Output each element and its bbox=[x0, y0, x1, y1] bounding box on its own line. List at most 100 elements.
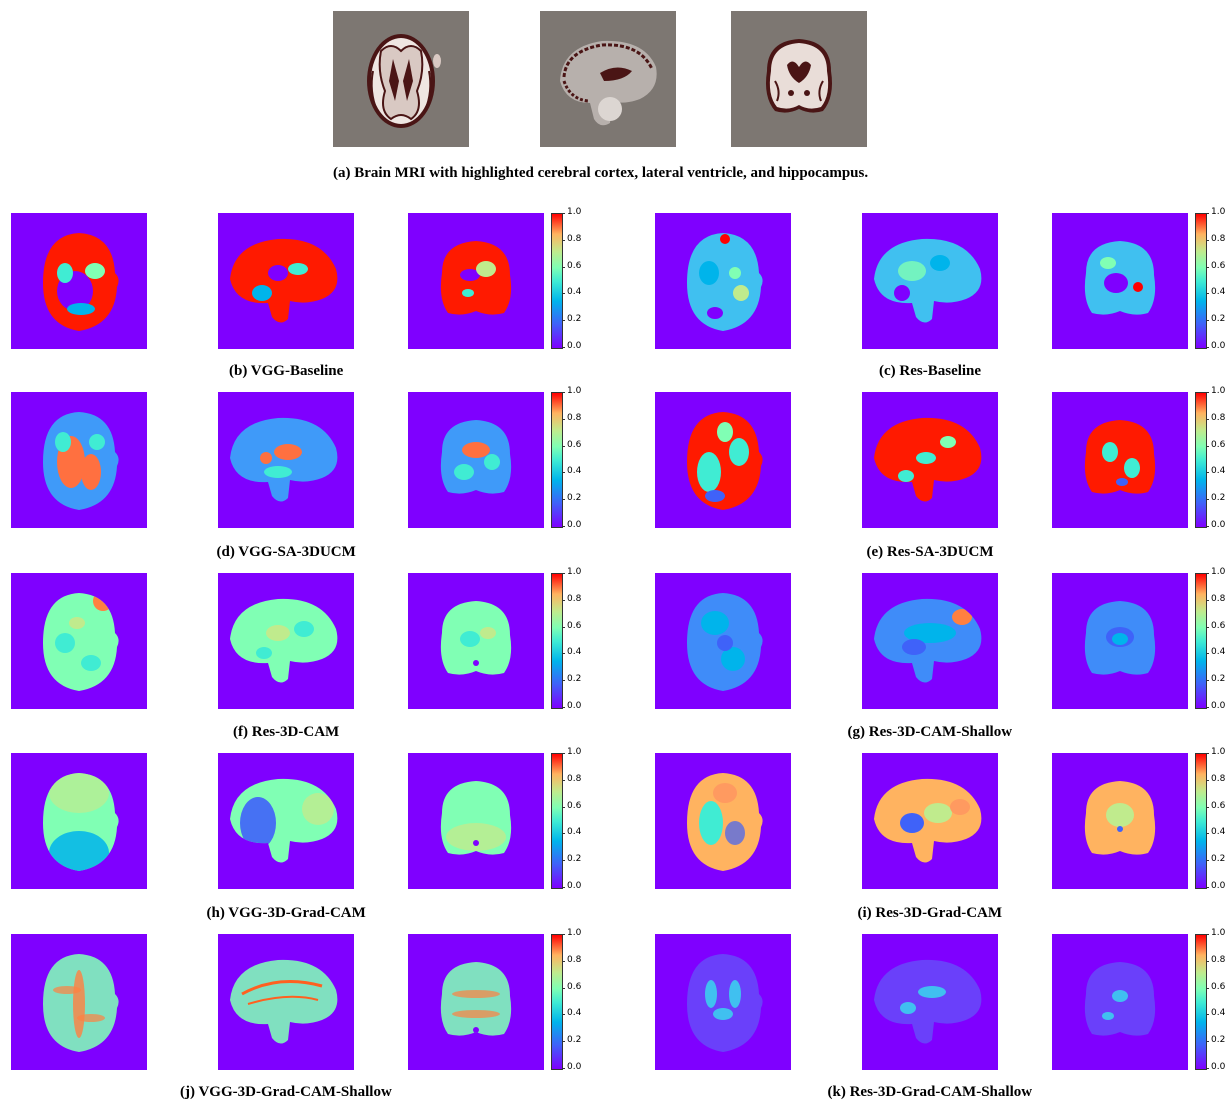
heatmap-d-view-2 bbox=[218, 392, 354, 528]
colorbar-h-tick: 0.2 bbox=[561, 854, 582, 865]
colorbar-c-tick: 0.0 bbox=[1205, 341, 1226, 351]
caption-h: (h) VGG-3D-Grad-CAM bbox=[206, 905, 366, 921]
heatmap-j-view-1 bbox=[11, 934, 147, 1070]
heatmap-k-view-2 bbox=[862, 934, 998, 1070]
colorbar-e-tick: 0.8 bbox=[1205, 412, 1226, 423]
colorbar-e-tick: 0.2 bbox=[1205, 493, 1226, 504]
heatmap-b-view-3 bbox=[408, 213, 544, 349]
heatmap-h-view-2 bbox=[218, 753, 354, 889]
colorbar-g-tick: 0.0 bbox=[1205, 701, 1226, 711]
colorbar-f-tick: 0.2 bbox=[561, 674, 582, 685]
colorbar-h-tick: 0.4 bbox=[561, 827, 582, 838]
colorbar-h-tick: 0.0 bbox=[561, 881, 582, 891]
colorbar-i bbox=[1195, 753, 1207, 889]
heatmap-b-view-1 bbox=[11, 213, 147, 349]
colorbar-f-tick: 0.8 bbox=[561, 593, 582, 604]
caption-i: (i) Res-3D-Grad-CAM bbox=[857, 905, 1003, 921]
colorbar-c-tick: 0.6 bbox=[1205, 260, 1226, 271]
colorbar-f-tick: 0.4 bbox=[561, 647, 582, 658]
colorbar-f-tick: 0.0 bbox=[561, 701, 582, 711]
colorbar-k-tick: 0.2 bbox=[1205, 1035, 1226, 1046]
colorbar-g-tick: 0.6 bbox=[1205, 620, 1226, 631]
colorbar-f-tick: 0.6 bbox=[561, 620, 582, 631]
colorbar-i-tick: 0.4 bbox=[1205, 827, 1226, 838]
colorbar-d bbox=[551, 392, 563, 528]
colorbar-e-tick: 0.0 bbox=[1205, 520, 1226, 530]
colorbar-c-tick: 1.0 bbox=[1205, 207, 1226, 217]
colorbar-d-tick: 1.0 bbox=[561, 386, 582, 396]
heatmap-e-view-3 bbox=[1052, 392, 1188, 528]
heatmap-c-view-2 bbox=[862, 213, 998, 349]
colorbar-e-tick: 0.6 bbox=[1205, 439, 1226, 450]
heatmap-f-view-2 bbox=[218, 573, 354, 709]
heatmap-d-view-3 bbox=[408, 392, 544, 528]
colorbar-c-tick: 0.2 bbox=[1205, 314, 1226, 325]
heatmap-g-view-2 bbox=[862, 573, 998, 709]
colorbar-d-tick: 0.6 bbox=[561, 439, 582, 450]
colorbar-b-tick: 0.2 bbox=[561, 314, 582, 325]
colorbar-d-tick: 0.0 bbox=[561, 520, 582, 530]
colorbar-f bbox=[551, 573, 563, 709]
heatmap-g-view-3 bbox=[1052, 573, 1188, 709]
heatmap-k-view-1 bbox=[655, 934, 791, 1070]
colorbar-c-tick: 0.8 bbox=[1205, 233, 1226, 244]
mri-coronal-image bbox=[731, 11, 867, 147]
colorbar-e-tick: 1.0 bbox=[1205, 386, 1226, 396]
colorbar-j-tick: 0.6 bbox=[561, 981, 582, 992]
mri-sagittal-image bbox=[540, 11, 676, 147]
heatmap-h-view-1 bbox=[11, 753, 147, 889]
caption-k: (k) Res-3D-Grad-CAM-Shallow bbox=[827, 1084, 1033, 1100]
colorbar-k-tick: 0.6 bbox=[1205, 981, 1226, 992]
heatmap-d-view-1 bbox=[11, 392, 147, 528]
colorbar-c-tick: 0.4 bbox=[1205, 287, 1226, 298]
colorbar-j-tick: 0.0 bbox=[561, 1062, 582, 1072]
colorbar-b-tick: 1.0 bbox=[561, 207, 582, 217]
colorbar-g bbox=[1195, 573, 1207, 709]
colorbar-j-tick: 0.2 bbox=[561, 1035, 582, 1046]
colorbar-j bbox=[551, 934, 563, 1070]
colorbar-g-tick: 1.0 bbox=[1205, 567, 1226, 577]
colorbar-f-tick: 1.0 bbox=[561, 567, 582, 577]
colorbar-k bbox=[1195, 934, 1207, 1070]
heatmap-j-view-3 bbox=[408, 934, 544, 1070]
heatmap-c-view-1 bbox=[655, 213, 791, 349]
colorbar-k-tick: 0.0 bbox=[1205, 1062, 1226, 1072]
colorbar-i-tick: 0.8 bbox=[1205, 773, 1226, 784]
colorbar-d-tick: 0.8 bbox=[561, 412, 582, 423]
colorbar-h-tick: 1.0 bbox=[561, 747, 582, 757]
colorbar-g-tick: 0.2 bbox=[1205, 674, 1226, 685]
colorbar-i-tick: 0.2 bbox=[1205, 854, 1226, 865]
mri-axial-image bbox=[333, 11, 469, 147]
caption-e: (e) Res-SA-3DUCM bbox=[866, 544, 994, 560]
colorbar-k-tick: 0.8 bbox=[1205, 954, 1226, 965]
colorbar-b-tick: 0.0 bbox=[561, 341, 582, 351]
caption-b: (b) VGG-Baseline bbox=[229, 363, 344, 379]
colorbar-i-tick: 0.6 bbox=[1205, 800, 1226, 811]
caption-j: (j) VGG-3D-Grad-CAM-Shallow bbox=[180, 1084, 392, 1100]
caption-a: (a) Brain MRI with highlighted cerebral … bbox=[333, 165, 869, 181]
heatmap-h-view-3 bbox=[408, 753, 544, 889]
colorbar-d-tick: 0.4 bbox=[561, 466, 582, 477]
colorbar-h-tick: 0.8 bbox=[561, 773, 582, 784]
colorbar-h-tick: 0.6 bbox=[561, 800, 582, 811]
heatmap-j-view-2 bbox=[218, 934, 354, 1070]
caption-c: (c) Res-Baseline bbox=[879, 363, 982, 379]
colorbar-j-tick: 1.0 bbox=[561, 928, 582, 938]
caption-g: (g) Res-3D-CAM-Shallow bbox=[847, 724, 1013, 740]
colorbar-i-tick: 0.0 bbox=[1205, 881, 1226, 891]
heatmap-i-view-2 bbox=[862, 753, 998, 889]
colorbar-h bbox=[551, 753, 563, 889]
colorbar-b bbox=[551, 213, 563, 349]
colorbar-b-tick: 0.6 bbox=[561, 260, 582, 271]
heatmap-e-view-2 bbox=[862, 392, 998, 528]
colorbar-j-tick: 0.8 bbox=[561, 954, 582, 965]
colorbar-j-tick: 0.4 bbox=[561, 1008, 582, 1019]
colorbar-i-tick: 1.0 bbox=[1205, 747, 1226, 757]
colorbar-e-tick: 0.4 bbox=[1205, 466, 1226, 477]
heatmap-i-view-3 bbox=[1052, 753, 1188, 889]
heatmap-b-view-2 bbox=[218, 213, 354, 349]
heatmap-f-view-1 bbox=[11, 573, 147, 709]
heatmap-i-view-1 bbox=[655, 753, 791, 889]
colorbar-b-tick: 0.8 bbox=[561, 233, 582, 244]
heatmap-c-view-3 bbox=[1052, 213, 1188, 349]
